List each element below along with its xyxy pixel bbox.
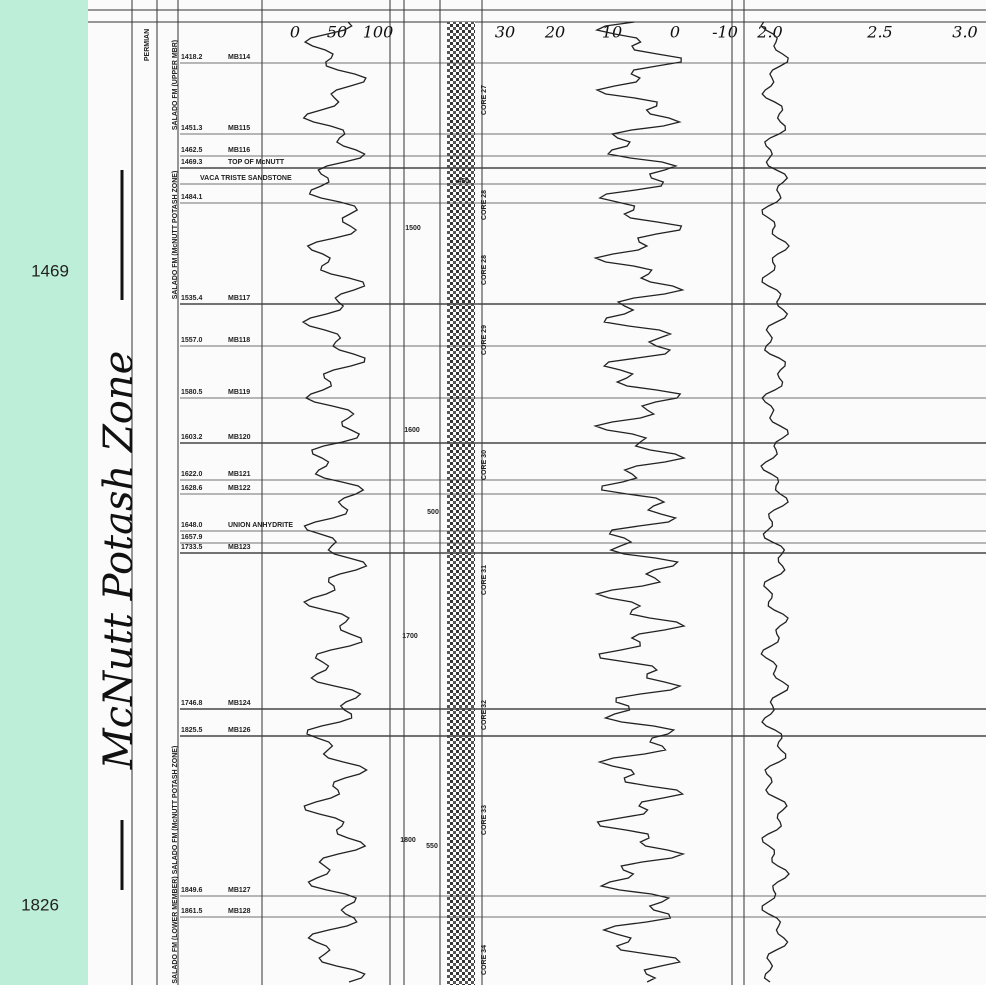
- depth-tick: 1700: [402, 633, 418, 640]
- core-label: CORE 31: [481, 565, 488, 595]
- marker-name: VACA TRISTE SANDSTONE: [200, 175, 292, 182]
- scale-label: 0: [290, 23, 300, 42]
- scale-label: 3.0: [952, 23, 977, 42]
- marker-name: MB115: [228, 125, 250, 132]
- formation-label: SALADO FM (McNUTT POTASH ZONE): [172, 746, 179, 875]
- marker-name: MB114: [228, 54, 250, 61]
- marker-depth: 1849.6: [181, 887, 203, 894]
- marker-depth: 1469.3: [181, 159, 203, 166]
- scale-label: -10: [712, 23, 738, 42]
- depth-label: 1469: [31, 261, 69, 280]
- depth-tick: 1500: [405, 225, 421, 232]
- marker-depth: 1628.6: [181, 485, 203, 492]
- scale-label: 100: [363, 23, 394, 42]
- column-lines: [88, 0, 986, 985]
- core-label: CORE 28: [481, 255, 488, 285]
- log-curve: [301, 21, 368, 983]
- formation-label: PERMIAN: [144, 29, 151, 61]
- depth-label: 1826: [21, 895, 59, 914]
- core-label: CORE 32: [481, 700, 488, 730]
- marker-depth: 1746.8: [181, 700, 203, 707]
- log-curve: [760, 21, 790, 983]
- marker-depth: 1535.4: [181, 295, 203, 302]
- marker-depth: 1861.5: [181, 908, 203, 915]
- marker-depth: 1580.5: [181, 389, 203, 396]
- core-label: CORE 27: [481, 85, 488, 115]
- marker-name: MB117: [228, 295, 250, 302]
- depth-tick: 1600: [404, 427, 420, 434]
- scale-label: 2.5: [866, 23, 892, 42]
- marker-name: MB128: [228, 908, 251, 915]
- scale-mark: 550: [426, 843, 438, 850]
- marker-name: TOP OF McNUTT: [228, 159, 285, 166]
- core-label: CORE 28: [481, 190, 488, 220]
- zone-annotation: McNutt Potash Zone: [96, 351, 142, 771]
- marker-depth: 1657.9: [181, 534, 203, 541]
- scale-mark: -450: [455, 178, 469, 185]
- formation-label: SALADO FM (LOWER MEMBER): [172, 876, 179, 983]
- scale-label: 10: [602, 23, 622, 42]
- scale-label: 20: [544, 23, 565, 42]
- marker-depth: 1557.0: [181, 337, 203, 344]
- marker-name: MB118: [228, 337, 250, 344]
- marker-depth: 1825.5: [181, 727, 203, 734]
- scan: [88, 0, 986, 985]
- marker-name: MB123: [228, 544, 251, 551]
- marker-depth: 1484.1: [181, 194, 203, 201]
- marker-name: MB122: [228, 485, 251, 492]
- log-curve: [593, 21, 687, 983]
- marker-name: UNION ANHYDRITE: [228, 522, 293, 529]
- marker-depth: 1418.2: [181, 54, 203, 61]
- marker-name: MB120: [228, 434, 251, 441]
- formation-label: SALADO FM (McNUTT POTASH ZONE): [172, 171, 179, 300]
- core-label: CORE 34: [481, 945, 488, 975]
- marker-name: MB119: [228, 389, 250, 396]
- marker-name: MB121: [228, 471, 251, 478]
- marker-name: MB116: [228, 147, 250, 154]
- marker-depth: 1733.5: [181, 544, 203, 551]
- marker-name: MB127: [228, 887, 251, 894]
- marker-depth: 1462.5: [181, 147, 203, 154]
- core-label: CORE 29: [481, 325, 488, 355]
- formation-label: SALADO FM (UPPER MBR): [172, 40, 179, 130]
- scale-label: 30: [495, 23, 515, 42]
- marker-depth: 1622.0: [181, 471, 203, 478]
- marker-name: MB126: [228, 727, 251, 734]
- marker-depth: 1451.3: [181, 125, 203, 132]
- depth-tick: 1800: [400, 837, 416, 844]
- lithology-column: [447, 22, 475, 985]
- scale-label: 0: [670, 23, 680, 42]
- marker-depth: 1648.0: [181, 522, 203, 529]
- core-label: CORE 33: [481, 805, 488, 835]
- core-label: CORE 30: [481, 450, 488, 480]
- marker-name: MB124: [228, 700, 251, 707]
- scale-mark: 500: [427, 509, 439, 516]
- marker-depth: 1603.2: [181, 434, 203, 441]
